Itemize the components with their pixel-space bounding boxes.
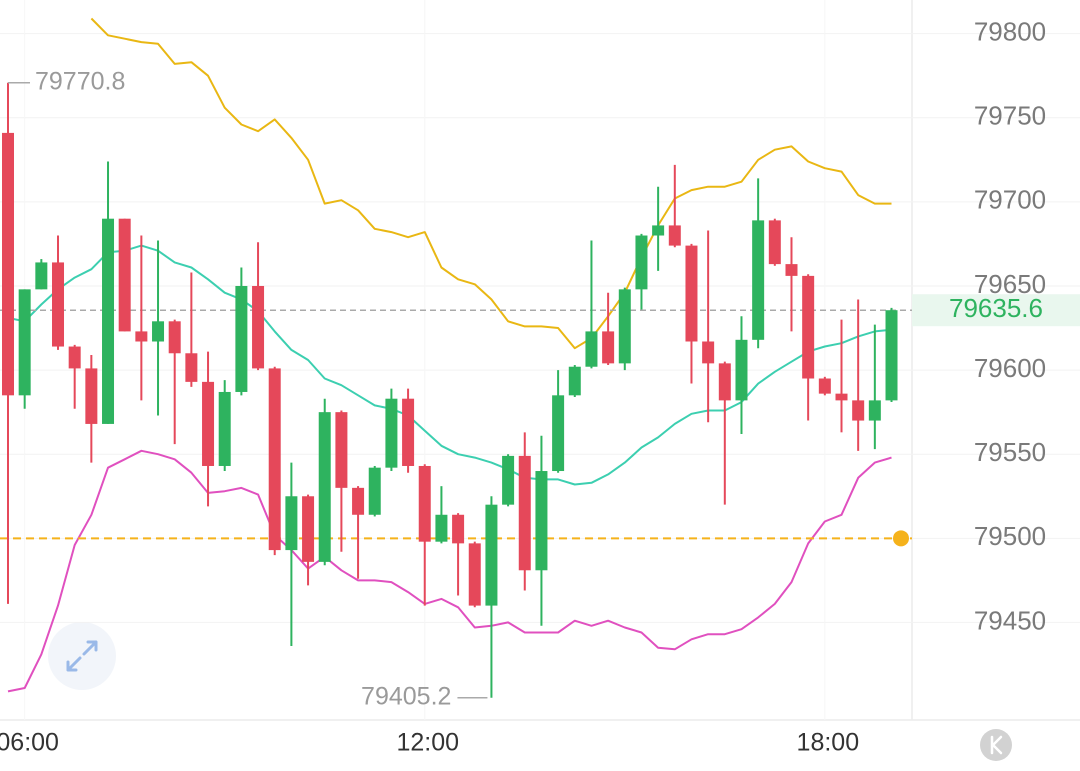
candle-body <box>302 496 315 562</box>
candle-body <box>368 467 381 515</box>
candle-body <box>702 341 715 364</box>
candle-body <box>885 310 898 401</box>
candle-body <box>735 339 748 401</box>
candle-body <box>252 285 265 369</box>
candle-body <box>318 412 331 562</box>
y-tick-label: 79700 <box>974 185 1046 215</box>
candle-body <box>652 225 665 236</box>
candle-body <box>168 321 181 354</box>
expand-button[interactable] <box>48 622 116 690</box>
candle-body <box>685 245 698 342</box>
candle-body <box>535 471 548 571</box>
candle-body <box>568 366 581 396</box>
candle-body <box>468 543 481 606</box>
candle-body <box>485 504 498 606</box>
candle-body <box>635 235 648 290</box>
candle-body <box>768 220 781 265</box>
low-marker-label: 79405.2 <box>361 682 451 710</box>
y-tick-label: 79600 <box>974 353 1046 383</box>
candle-body <box>402 398 415 466</box>
last-price-label: 79635.6 <box>949 293 1043 323</box>
y-tick-label: 79450 <box>974 605 1046 635</box>
y-tick-label: 79750 <box>974 101 1046 131</box>
candle-body <box>352 487 365 515</box>
candle-body <box>818 378 831 394</box>
candle-body <box>202 381 215 466</box>
candle-body <box>718 363 731 401</box>
candle-body <box>35 262 48 290</box>
alert-dot <box>893 530 909 547</box>
candle-body <box>102 218 115 424</box>
candle-body <box>18 289 31 396</box>
candle-body <box>802 275 815 379</box>
x-tick-label: 06:00 <box>0 729 59 757</box>
candle-body <box>152 321 165 342</box>
candle-body <box>85 368 98 424</box>
x-tick-label: 18:00 <box>797 729 860 757</box>
candle-body <box>452 514 465 544</box>
candle-body <box>2 132 14 396</box>
band-line <box>7 449 892 693</box>
candle-body <box>52 262 65 347</box>
y-tick-label: 79800 <box>974 17 1046 47</box>
high-marker-label: 79770.8 <box>35 67 125 95</box>
candle-body <box>68 346 81 369</box>
candle-body <box>752 220 765 340</box>
candle-body <box>118 218 131 332</box>
candle-body <box>418 465 431 542</box>
candle-body <box>618 289 631 364</box>
candle-body <box>185 353 198 382</box>
candle-body <box>585 331 598 367</box>
collapse-button[interactable] <box>980 729 1012 761</box>
y-tick-label: 79500 <box>974 521 1046 551</box>
band-line <box>90 17 892 350</box>
candle-body <box>235 285 248 392</box>
candle-body <box>785 264 798 276</box>
candle-body <box>868 400 881 421</box>
candle-body <box>552 395 565 472</box>
candle-body <box>335 412 348 488</box>
candle-body <box>135 331 148 342</box>
candle-body <box>268 368 281 551</box>
candle-body <box>385 398 398 468</box>
last-price-tag <box>912 294 1080 327</box>
y-tick-label: 79650 <box>974 269 1046 299</box>
candle-body <box>218 391 231 466</box>
y-tick-label: 79550 <box>974 437 1046 467</box>
candle-body <box>668 225 681 246</box>
candle-body <box>435 514 448 542</box>
candle-body <box>502 455 515 505</box>
candle-body <box>852 400 865 421</box>
x-tick-label: 12:00 <box>396 729 459 757</box>
candle-body <box>835 393 848 401</box>
candle-body <box>285 496 298 551</box>
candle-body <box>518 455 531 571</box>
candle-body <box>602 331 615 364</box>
